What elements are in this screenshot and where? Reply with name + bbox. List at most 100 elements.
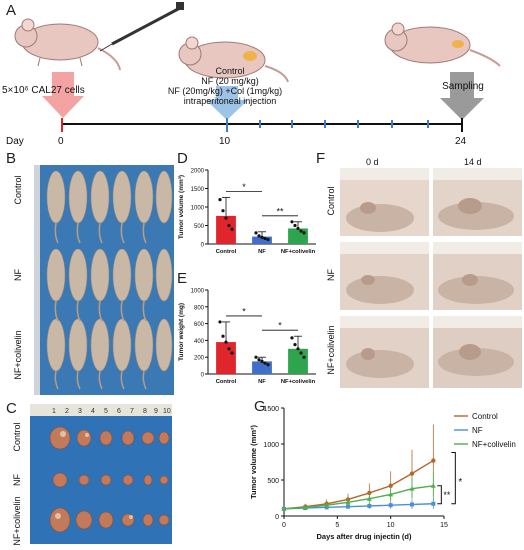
- y-tick-label: 500: [267, 478, 279, 485]
- b-row-label-control: Control: [13, 175, 23, 205]
- timeline-graphic: [14, 2, 501, 132]
- data-point: [218, 198, 222, 202]
- y-tick-label: 1500: [263, 406, 279, 413]
- bar-2: [288, 348, 308, 374]
- series-point: [431, 458, 436, 463]
- series-point: [410, 502, 414, 507]
- treatment-line-2: NF (20 mg/kg): [201, 76, 259, 86]
- ruler-9: 9: [154, 408, 158, 415]
- series-line-2: [283, 485, 434, 510]
- b-row-label-nf: NF: [13, 269, 23, 281]
- series-point: [345, 499, 351, 505]
- data-point: [290, 336, 294, 340]
- f-col-label-0d: 0 d: [366, 157, 379, 167]
- data-point: [257, 234, 261, 238]
- panel-label-c: C: [6, 400, 17, 417]
- series-point: [409, 471, 415, 476]
- bar-0: [216, 215, 236, 244]
- panel-label-g: G: [254, 398, 266, 415]
- series-point: [431, 501, 436, 506]
- c-row-label-nf-colivelin: NF+colivelin: [12, 496, 22, 546]
- bar-1: [252, 236, 272, 244]
- data-point: [227, 223, 231, 228]
- significance-label: **: [276, 206, 284, 216]
- b-row-label-nf-colivelin: NF+colivelin: [13, 330, 23, 380]
- ruler-3: 3: [78, 408, 82, 415]
- significance-label: *: [242, 182, 246, 192]
- y-tick-label: 2000: [191, 169, 205, 175]
- x-tick-label: NF+colivelin: [281, 249, 316, 255]
- treatment-line-1: Control: [215, 66, 245, 76]
- y-axis-label: Tumor volume (mm³): [249, 424, 258, 499]
- series-point: [388, 491, 394, 497]
- tumor-growth-line-chart: 0 500 1000 1500 0 5 10 15 Days after drug inject…: [249, 406, 516, 541]
- x-tick-label: NF+colivelin: [281, 379, 316, 385]
- ruler-4: 4: [91, 408, 95, 415]
- y-tick-label: 0: [201, 243, 205, 249]
- series-point: [324, 502, 330, 508]
- mouse-illustration-3: [384, 22, 501, 67]
- data-point: [218, 320, 222, 324]
- mouse-illustration-1: [14, 18, 121, 71]
- x-tick-label: 5: [335, 522, 339, 529]
- significance-label: *: [278, 321, 282, 331]
- y-tick-label: 400: [194, 339, 205, 345]
- timeline-axis: [61, 118, 463, 132]
- mice-photo: [34, 165, 174, 395]
- series-line-0: [283, 459, 434, 510]
- y-tick-label: 1000: [191, 206, 205, 212]
- bar-0: [216, 342, 236, 374]
- series-point: [430, 483, 436, 488]
- legend-label: NF: [472, 426, 483, 435]
- y-tick-label: 1500: [191, 187, 205, 193]
- treatment-line-3: NF (20mg/kg) +Col (1mg/kg): [167, 86, 283, 96]
- x-tick-label: 0: [282, 522, 286, 529]
- legend-label: Control: [472, 412, 498, 421]
- data-point: [254, 355, 258, 359]
- data-point: [293, 223, 297, 228]
- y-tick-label: 200: [194, 356, 205, 362]
- x-tick-label: Control: [216, 379, 237, 385]
- data-point: [263, 361, 267, 365]
- panel-label-d: D: [177, 150, 188, 167]
- panel-label-b: B: [6, 150, 17, 167]
- significance-bracket: [451, 452, 456, 505]
- bar-2: [288, 228, 308, 244]
- f-row-label-nf: NF: [326, 269, 336, 281]
- day-tick-0: 0: [58, 136, 64, 147]
- f-row-label-control: Control: [326, 186, 336, 216]
- day-label: Day: [6, 136, 24, 147]
- mouse-flank-photos: [340, 168, 522, 388]
- ruler-8: 8: [143, 408, 147, 415]
- data-point: [290, 220, 294, 224]
- tumor-photo: 1 2 3 4 5 6 7 8 9 10: [30, 404, 172, 544]
- day-tick-10: 10: [219, 136, 231, 147]
- y-tick-label: 0: [275, 514, 279, 521]
- tumor-volume-bar-chart: 0 500 1000 1500 2000 Tumor volume (mm³) Contro…: [178, 169, 316, 255]
- tumor-weight-bar-chart: 0 200 400 600 800 1000 Tumor weight (mg) Contro…: [178, 289, 316, 385]
- day-tick-24: 24: [455, 136, 467, 147]
- series-point: [346, 504, 350, 509]
- y-tick-label: 1000: [263, 442, 279, 449]
- y-tick-label: 800: [194, 305, 205, 311]
- x-tick-label: 15: [440, 522, 448, 529]
- data-point: [257, 358, 261, 362]
- x-tick-label: NF: [258, 249, 266, 255]
- panel-label-a: A: [6, 2, 17, 19]
- ruler-1: 1: [52, 408, 56, 415]
- syringe-icon: [99, 2, 184, 52]
- y-axis-label: Tumor volume (mm³): [178, 175, 185, 239]
- data-point: [224, 216, 228, 220]
- series-point: [302, 505, 308, 510]
- data-point: [221, 209, 225, 213]
- data-point: [221, 334, 225, 338]
- treatment-line-4: intraperitoneal injection: [183, 96, 277, 106]
- data-point: [263, 236, 267, 241]
- bar-1: [252, 361, 272, 374]
- x-tick-label: 10: [387, 522, 395, 529]
- f-row-label-nf-colivelin: NF+colivelin: [326, 325, 336, 375]
- x-axis-label: Days after drug injectin (d): [316, 532, 412, 541]
- mouse-illustration-2: [178, 36, 289, 83]
- y-tick-label: 500: [194, 224, 205, 230]
- data-point: [299, 351, 303, 355]
